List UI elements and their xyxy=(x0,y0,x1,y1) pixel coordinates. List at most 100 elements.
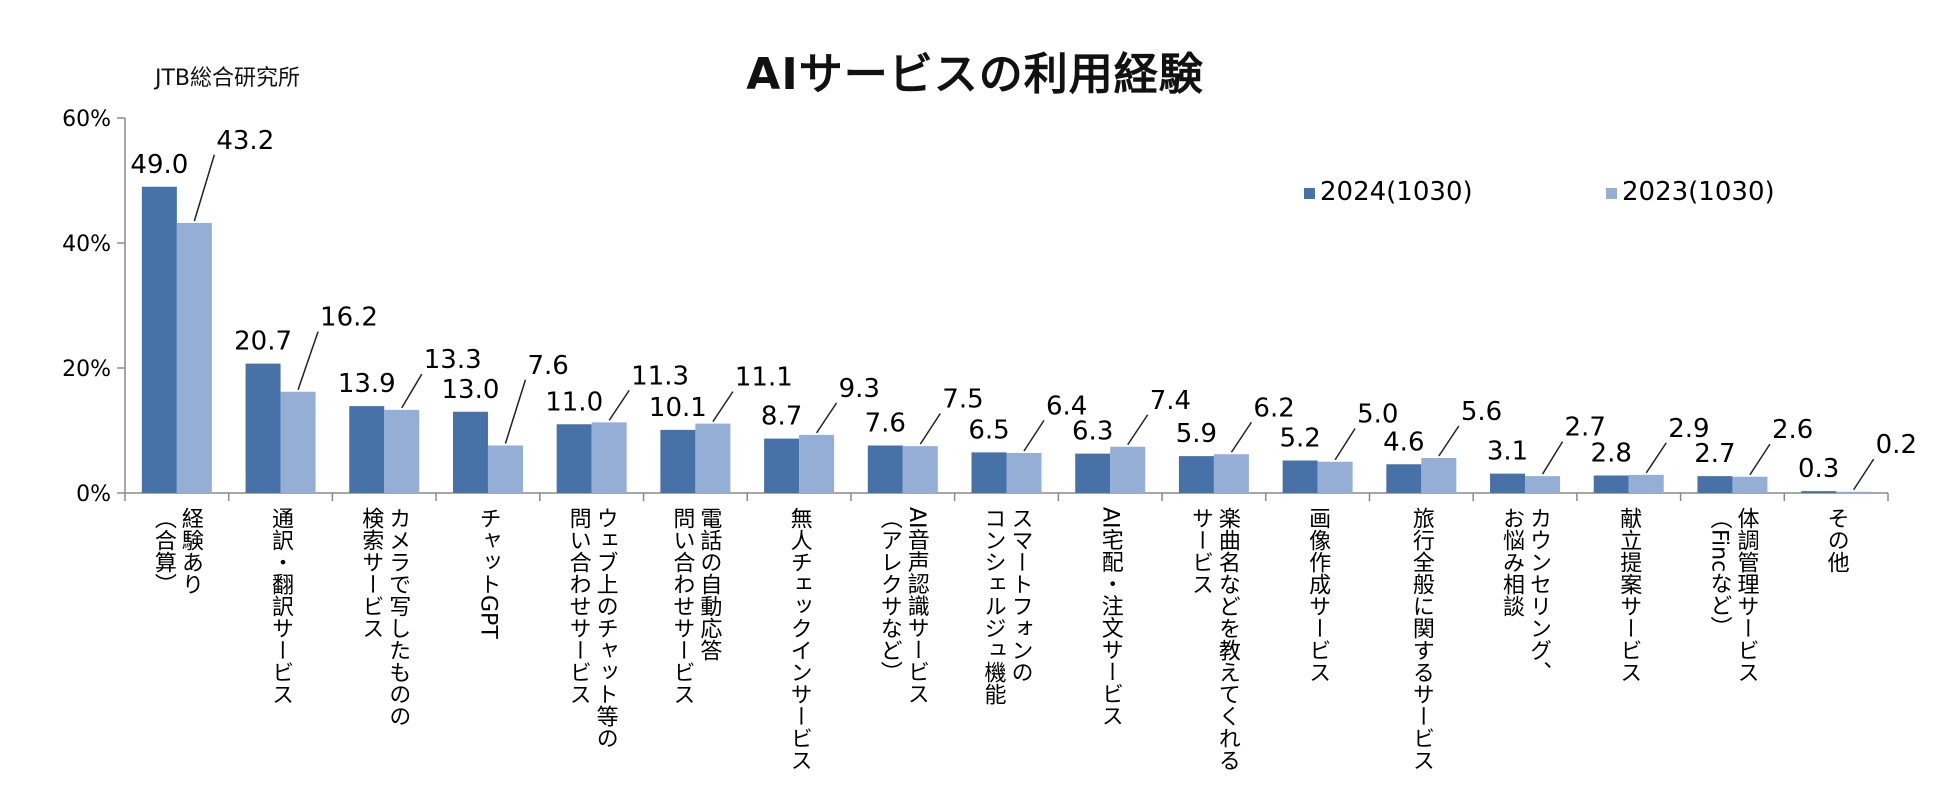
category-label: （アレクサなど） xyxy=(877,507,903,683)
y-tick-label: 60% xyxy=(62,107,111,132)
value-label-2024: 7.6 xyxy=(865,409,906,439)
bar-2023 xyxy=(1836,491,1872,493)
leader-line-2023 xyxy=(1541,441,1564,475)
leader-line-2023 xyxy=(1127,414,1149,446)
bar-2023 xyxy=(799,434,835,493)
leader-line-2023 xyxy=(1334,428,1356,461)
bar-2024 xyxy=(867,445,903,493)
category-label: 無人チェックインサービス xyxy=(787,507,813,771)
bar-2024 xyxy=(1178,456,1214,493)
value-label-2024: 49.0 xyxy=(130,150,188,180)
bar-2024 xyxy=(660,429,696,493)
category-label: 体調管理サービス xyxy=(1733,507,1759,683)
bar-2024 xyxy=(1593,475,1629,493)
category-label: （合算） xyxy=(151,507,177,595)
value-label-2023: 16.2 xyxy=(320,303,378,333)
bar-2024 xyxy=(1801,491,1837,493)
category-label: AI宅配・注文サービス xyxy=(1098,507,1124,727)
bar-2023 xyxy=(695,423,731,493)
y-tick-label: 0% xyxy=(76,482,111,507)
value-label-2024: 13.9 xyxy=(338,369,396,399)
leader-line-2023 xyxy=(1023,419,1045,452)
value-label-2023: 13.3 xyxy=(424,345,482,375)
category-label: 経験あり xyxy=(178,507,204,595)
bar-2024 xyxy=(1386,464,1422,493)
bar-2023 xyxy=(1006,453,1042,493)
value-label-2023: 7.5 xyxy=(942,385,983,415)
bar-2024 xyxy=(1282,460,1318,493)
category-label: チャットGPT xyxy=(475,507,500,639)
category-label: 電話の自動応答 xyxy=(696,507,722,661)
legend-swatch xyxy=(1606,188,1617,199)
category-label: 旅行全般に関するサービス xyxy=(1409,507,1435,771)
category-label: AI音声認識サービス xyxy=(904,507,930,705)
bar-2024 xyxy=(141,186,177,493)
category-label: 楽曲名などを教えてくれる xyxy=(1215,507,1241,771)
bar-2023 xyxy=(902,446,938,493)
category-label: 献立提案サービス xyxy=(1616,507,1642,683)
category-label: カメラで写したものの xyxy=(385,507,410,727)
bar-2023 xyxy=(1213,454,1249,493)
bar-2023 xyxy=(1110,446,1146,493)
leader-line-2023 xyxy=(1438,425,1460,457)
bar-2023 xyxy=(1732,476,1768,493)
bar-2024 xyxy=(971,452,1007,493)
value-label-2023: 2.9 xyxy=(1668,414,1709,444)
leader-line-2023 xyxy=(919,413,941,445)
category-label: 問い合わせサービス xyxy=(669,507,695,705)
category-label: お悩み相談 xyxy=(1499,507,1525,617)
leader-line-2023 xyxy=(1749,443,1771,476)
value-label-2023: 7.4 xyxy=(1150,386,1191,416)
bar-2024 xyxy=(1697,476,1733,493)
bar-2023 xyxy=(1421,458,1457,493)
legend-label: 2024(1030) xyxy=(1320,177,1473,207)
bar-2023 xyxy=(1525,476,1561,493)
value-label-2024: 11.0 xyxy=(545,387,603,417)
value-label-2024: 5.2 xyxy=(1279,424,1320,454)
value-label-2023: 7.6 xyxy=(527,351,568,381)
value-label-2024: 10.1 xyxy=(649,393,707,423)
bar-2024 xyxy=(452,411,488,493)
category-label: （Fincなど） xyxy=(1706,507,1732,638)
value-label-2023: 5.0 xyxy=(1357,400,1398,430)
category-label: その他 xyxy=(1824,507,1850,573)
value-label-2024: 2.8 xyxy=(1591,439,1632,469)
value-label-2023: 11.1 xyxy=(735,363,793,393)
value-label-2024: 4.6 xyxy=(1383,427,1424,457)
value-label-2023: 2.7 xyxy=(1565,413,1606,443)
bar-2023 xyxy=(591,422,627,493)
y-tick-label: 40% xyxy=(62,232,111,257)
leader-line-2023 xyxy=(1230,421,1253,453)
source-label: JTB総合研究所 xyxy=(155,66,301,91)
y-tick-label: 20% xyxy=(62,357,111,382)
bar-2023 xyxy=(384,409,420,493)
category-label: 画像作成サービス xyxy=(1305,507,1331,683)
value-label-2024: 8.7 xyxy=(761,402,802,432)
leader-line-2023 xyxy=(1853,458,1875,491)
leader-line-2023 xyxy=(1645,442,1667,474)
category-label: コンシェルジュ機能 xyxy=(981,507,1007,705)
bar-2023 xyxy=(176,223,212,493)
value-label-2024: 2.7 xyxy=(1694,439,1735,469)
bar-2023 xyxy=(1317,461,1353,493)
category-label: スマートフォンの xyxy=(1008,507,1033,683)
value-label-2023: 11.3 xyxy=(631,361,689,391)
bar-2023 xyxy=(1628,474,1664,493)
category-label: 問い合わせサービス xyxy=(566,507,592,705)
bar-2024 xyxy=(245,363,281,493)
value-label-2024: 20.7 xyxy=(234,327,292,357)
value-label-2023: 0.2 xyxy=(1876,430,1917,460)
chart-title: AIサービスの利用経験 xyxy=(746,49,1204,100)
value-label-2023: 2.6 xyxy=(1772,415,1813,445)
bar-2024 xyxy=(556,424,592,493)
value-label-2024: 13.0 xyxy=(442,375,500,405)
bar-2023 xyxy=(280,391,316,493)
value-label-2024: 3.1 xyxy=(1487,437,1528,467)
value-label-2023: 5.6 xyxy=(1461,397,1502,427)
bar-2024 xyxy=(1490,473,1526,493)
category-label: 検索サービス xyxy=(358,507,384,639)
value-label-2024: 0.3 xyxy=(1798,454,1839,484)
category-label: 通訳・翻訳サービス xyxy=(268,507,294,705)
category-label: サービス xyxy=(1188,507,1213,595)
